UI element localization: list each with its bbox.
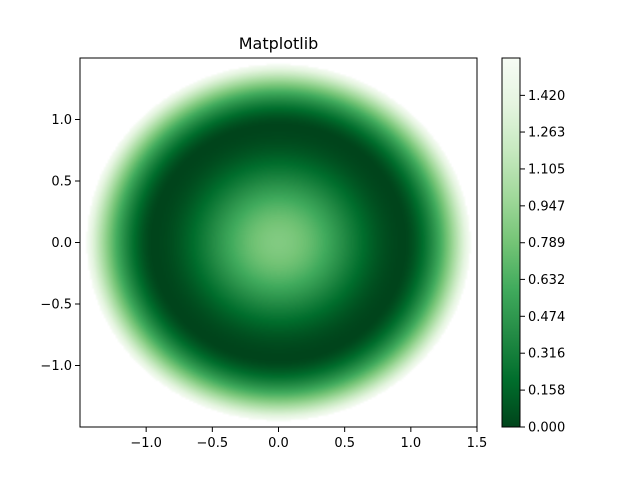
x-tick-label: −1.0 [130,436,162,451]
plot-area [79,57,478,428]
heatmap-image [80,58,477,427]
colorbar-tick-label: 1.105 [528,162,565,177]
x-tick-label: 1.5 [467,436,488,451]
colorbar-gradient [502,58,520,427]
y-tick-label: −0.5 [40,298,72,313]
colorbar-tick-label: 0.316 [528,347,565,362]
colorbar-tick-label: 0.789 [528,236,565,251]
x-tick-label: 1.0 [400,436,421,451]
colorbar-tick-label: 0.158 [528,384,565,399]
x-axis: −1.0 −0.5 0.0 0.5 1.0 1.5 [130,427,487,451]
y-tick-label: 0.0 [51,236,72,251]
y-tick-label: 1.0 [51,113,72,128]
colorbar-tick-label: 1.420 [528,89,565,104]
y-tick-label: 0.5 [51,175,72,190]
colorbar-tick-label: 0.947 [528,199,565,214]
colorbar-tick-label: 0.000 [528,421,565,436]
colorbar: 0.000 0.158 0.316 0.474 0.632 0.789 0.947 1.105… [501,57,565,436]
chart-title: Matplotlib [239,34,319,53]
x-tick-label: 0.0 [268,436,289,451]
y-tick-label: −1.0 [40,359,72,374]
colorbar-ticks: 0.000 0.158 0.316 0.474 0.632 0.789 0.947 1.105… [520,89,565,436]
colorbar-tick-label: 0.474 [528,310,565,325]
x-tick-label: 0.5 [334,436,355,451]
colorbar-tick-label: 1.263 [528,126,565,141]
y-axis: −1.0 −0.5 0.0 0.5 1.0 [40,113,80,374]
x-tick-label: −0.5 [197,436,229,451]
colorbar-tick-label: 0.632 [528,273,565,288]
